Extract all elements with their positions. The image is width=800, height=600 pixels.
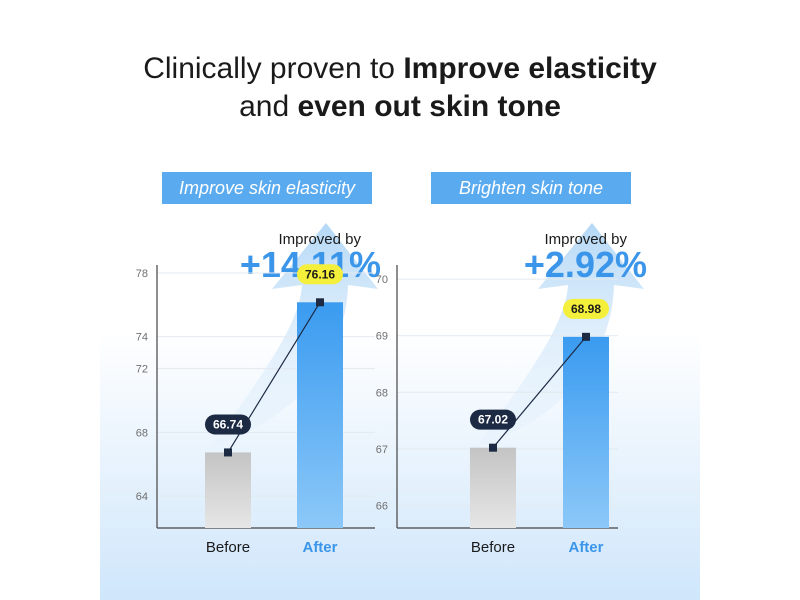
y-tick-label: 69 bbox=[376, 331, 388, 343]
improved-by-label: Improved by bbox=[544, 231, 627, 248]
chart-2: Brighten skin tone Improved by+2.92% 66 67 6… bbox=[376, 172, 647, 556]
data-point-marker bbox=[224, 448, 232, 457]
value-label-pill bbox=[563, 298, 609, 319]
chart-title: Improve skin elasticity bbox=[179, 178, 356, 198]
after-bar bbox=[563, 336, 609, 528]
value-label: 68.98 bbox=[571, 302, 601, 316]
after-bar bbox=[297, 302, 343, 528]
y-tick-label: 66 bbox=[376, 500, 388, 512]
y-tick-label: 78 bbox=[136, 268, 148, 280]
before-bar bbox=[205, 452, 251, 528]
y-tick-label: 64 bbox=[136, 491, 148, 503]
chart-title: Brighten skin tone bbox=[459, 178, 603, 198]
y-tick-label: 68 bbox=[136, 427, 148, 439]
data-point-marker bbox=[582, 332, 590, 341]
value-label: 66.74 bbox=[213, 417, 243, 431]
value-label: 67.02 bbox=[478, 413, 508, 427]
y-tick-label: 67 bbox=[376, 444, 388, 456]
improved-by-label: Improved by bbox=[278, 231, 361, 248]
headline-line-1: Clinically proven to Improve elasticity bbox=[143, 52, 657, 85]
improved-value: +2.92% bbox=[524, 244, 647, 285]
value-label: 76.16 bbox=[305, 267, 335, 281]
y-tick-label: 72 bbox=[136, 364, 148, 376]
chart-title-banner bbox=[431, 172, 631, 204]
y-tick-label: 68 bbox=[376, 387, 388, 399]
y-tick-label: 70 bbox=[376, 274, 388, 286]
value-label-pill bbox=[470, 409, 516, 430]
value-label-pill bbox=[297, 264, 343, 285]
headline-line-2: and even out skin tone bbox=[239, 90, 561, 123]
headline: Clinically proven to Improve elasticity … bbox=[0, 50, 800, 126]
chart-title-banner bbox=[162, 172, 372, 204]
x-label-after: After bbox=[568, 539, 603, 556]
y-tick-label: 74 bbox=[136, 332, 148, 344]
x-label-before: Before bbox=[471, 539, 515, 556]
x-label-after: After bbox=[302, 539, 337, 556]
x-label-before: Before bbox=[206, 539, 250, 556]
data-point-marker bbox=[489, 443, 497, 452]
data-point-marker bbox=[316, 298, 324, 307]
value-label-pill bbox=[205, 414, 251, 435]
before-bar bbox=[470, 447, 516, 528]
